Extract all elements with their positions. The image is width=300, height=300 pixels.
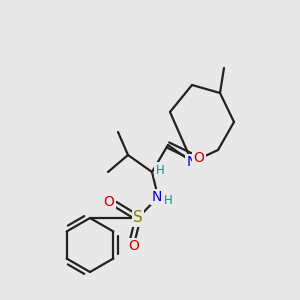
Text: H: H (156, 164, 164, 176)
Text: O: O (103, 195, 114, 209)
Text: O: O (129, 239, 140, 253)
Text: H: H (164, 194, 172, 208)
Text: N: N (152, 190, 162, 204)
Text: N: N (187, 155, 197, 169)
Text: O: O (194, 151, 204, 165)
Text: S: S (133, 211, 143, 226)
